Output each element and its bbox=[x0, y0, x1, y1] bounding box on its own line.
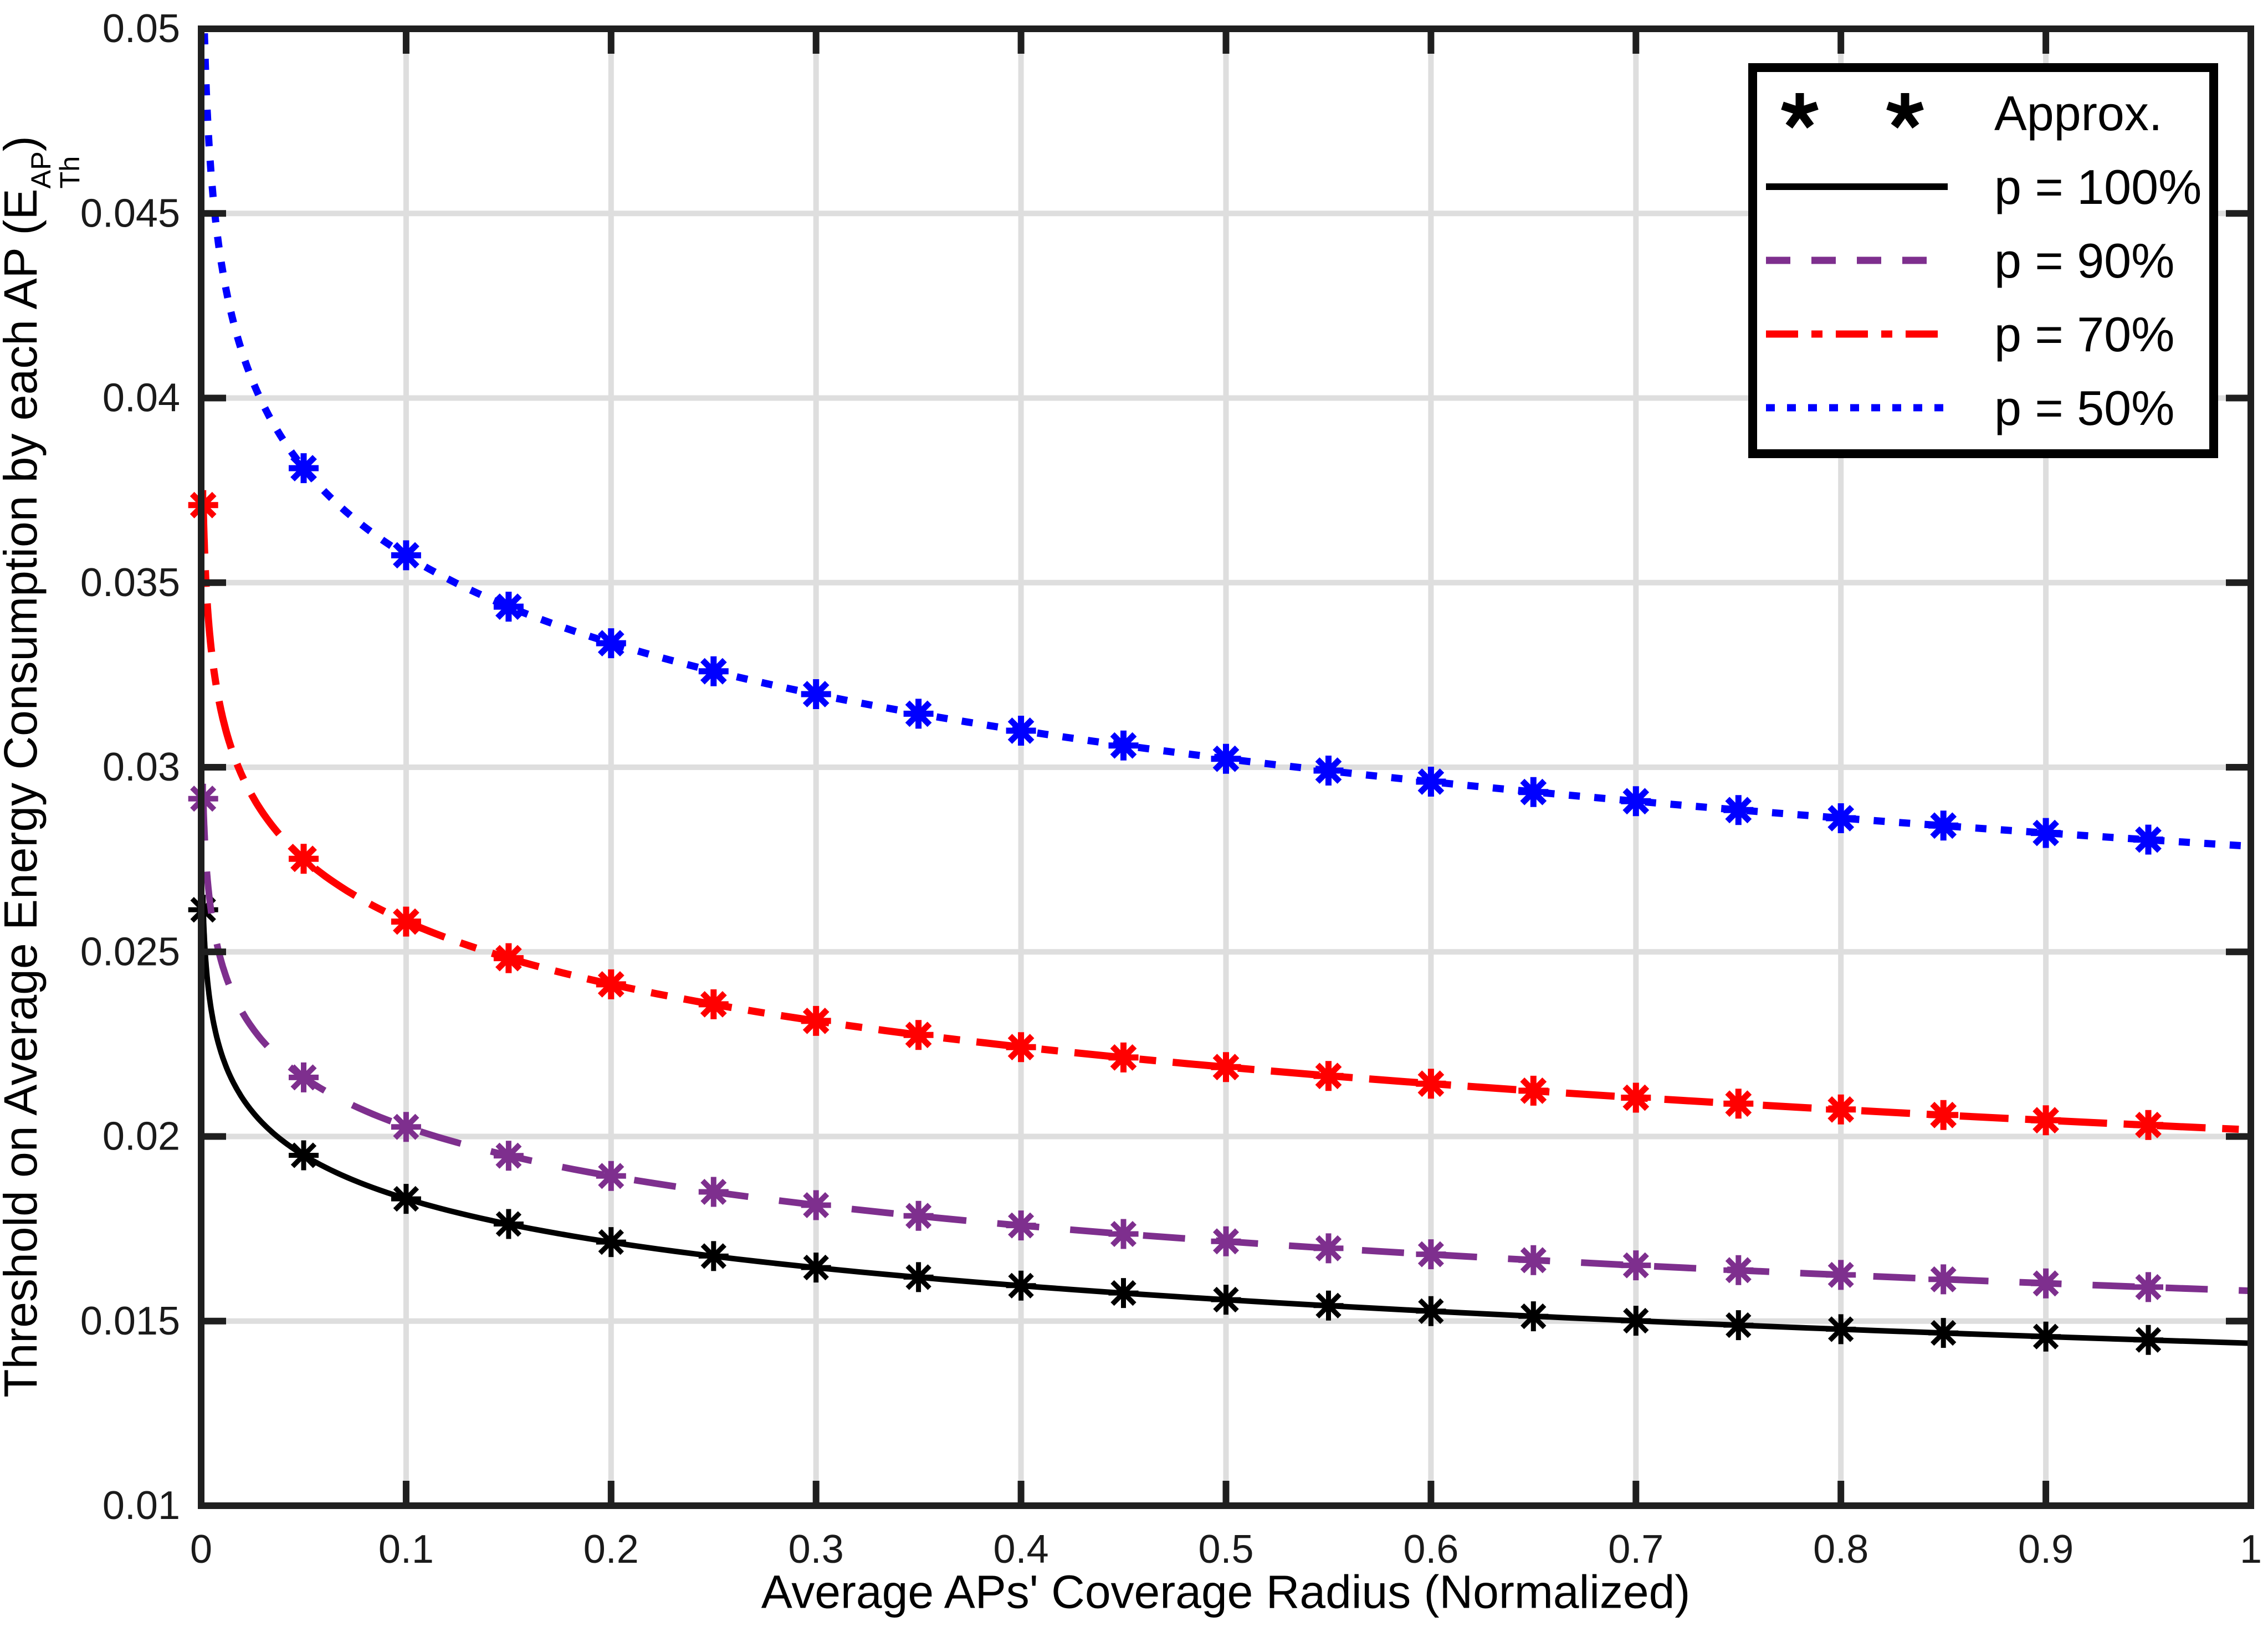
x-tick-label: 0.1 bbox=[378, 1527, 434, 1572]
legend-label-p70: p = 70% bbox=[1994, 306, 2175, 362]
y-tick-label: 0.025 bbox=[80, 930, 180, 974]
x-axis-label-suffix: (Normalized) bbox=[1411, 1566, 1691, 1618]
x-axis-label-main: Average APs' Coverage Radius bbox=[761, 1566, 1411, 1618]
legend-line-sample-dashed bbox=[1766, 256, 1948, 264]
x-tick-label: 0.6 bbox=[1403, 1527, 1458, 1572]
legend-item-p50: p = 50% bbox=[1757, 372, 2209, 444]
asterisk-markers-p100 bbox=[188, 895, 2163, 1355]
legend-title-row: Approx. bbox=[1757, 77, 2209, 150]
x-tick-label: 0.5 bbox=[1198, 1527, 1253, 1572]
y-axis-label-sup: AP bbox=[25, 151, 57, 189]
x-tick-label: 0.3 bbox=[789, 1527, 844, 1572]
legend-approx-markers bbox=[1781, 93, 1924, 129]
legend-title: Approx. bbox=[1994, 85, 2163, 141]
x-tick-label: 0.8 bbox=[1813, 1527, 1868, 1572]
legend-item-p90: p = 90% bbox=[1757, 224, 2209, 297]
y-tick-label: 0.04 bbox=[103, 376, 180, 420]
y-tick-label: 0.015 bbox=[80, 1299, 180, 1343]
y-tick-label: 0.035 bbox=[80, 561, 180, 605]
axes bbox=[198, 25, 2254, 1509]
y-axis-label-text: Threshold on Average Energy Consumption … bbox=[0, 188, 47, 1398]
y-axis-label-subsup: AP Th bbox=[25, 151, 85, 189]
y-tick-label: 0.01 bbox=[103, 1484, 180, 1528]
asterisk-markers-p50 bbox=[289, 453, 2163, 855]
y-axis-label-sub: Th bbox=[53, 156, 85, 189]
x-tick-label: 0.9 bbox=[2018, 1527, 2074, 1572]
curve-p100 bbox=[200, 909, 2251, 1346]
x-axis-label: Average APs' Coverage Radius (Normalized… bbox=[761, 1566, 1691, 1619]
curve-p50 bbox=[201, 33, 2251, 850]
legend-item-p70: p = 70% bbox=[1757, 298, 2209, 371]
legend-label-p90: p = 90% bbox=[1994, 233, 2175, 288]
y-axis-label: Threshold on Average Energy Consumption … bbox=[0, 136, 85, 1398]
asterisk-marker-icon bbox=[1781, 93, 1819, 129]
legend-line-sample-solid bbox=[1766, 183, 1948, 190]
y-tick-label: 0.05 bbox=[103, 7, 180, 51]
y-tick-label: 0.045 bbox=[80, 191, 180, 235]
tick-labels: 0 0.1 0.2 0.3 0.4 0.5 0.6 0.7 0.8 0.9 1 0.01 0.015 0.… bbox=[80, 7, 2262, 1572]
y-axis-label-close: ) bbox=[0, 136, 47, 151]
asterisk-marker-icon bbox=[1886, 93, 1924, 129]
legend-line-sample-dotted bbox=[1766, 404, 1948, 412]
legend-line-sample-dashdot bbox=[1766, 330, 1948, 338]
x-tick-label: 0.2 bbox=[583, 1527, 639, 1572]
x-tick-label: 0.7 bbox=[1608, 1527, 1663, 1572]
legend-label-p100: p = 100% bbox=[1994, 159, 2202, 214]
curve-p70 bbox=[199, 505, 2251, 1133]
legend: Approx. p = 100% p = 90% p = 70% p = 50% bbox=[1748, 63, 2218, 458]
curve-p90 bbox=[199, 798, 2251, 1295]
y-tick-label: 0.03 bbox=[103, 745, 180, 789]
x-tick-label: 0 bbox=[190, 1527, 212, 1572]
legend-label-p50: p = 50% bbox=[1994, 380, 2175, 435]
legend-item-p100: p = 100% bbox=[1757, 151, 2209, 223]
y-tick-label: 0.02 bbox=[103, 1115, 180, 1159]
x-tick-label: 1 bbox=[2240, 1527, 2262, 1572]
curves bbox=[188, 33, 2251, 1355]
asterisk-markers-p90 bbox=[188, 783, 2163, 1302]
x-tick-label: 0.4 bbox=[994, 1527, 1049, 1572]
asterisk-markers-p70 bbox=[188, 490, 2163, 1140]
